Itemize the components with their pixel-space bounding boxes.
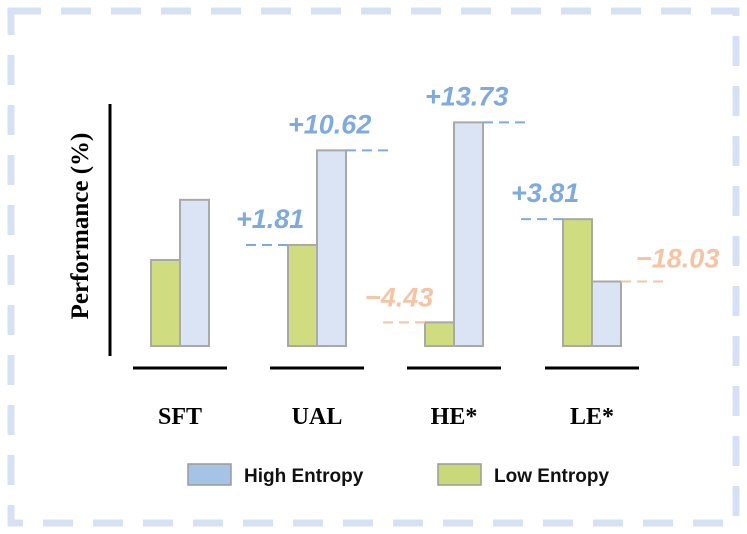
legend-swatch [437,463,482,486]
legend-swatch [187,463,232,486]
delta-annotation: +3.81 [511,178,579,208]
delta-annotation: −4.43 [365,282,433,312]
bar-high-entropy-le-star [591,280,622,347]
category-label: UAL [292,404,343,430]
bar-low-entropy-ual [287,243,318,347]
bar-low-entropy-he-star [424,321,455,348]
category-label: HE* [431,404,478,430]
delta-annotation: −18.03 [636,244,719,274]
bar-low-entropy-sft [150,259,181,347]
legend-label: Low Entropy [494,466,609,487]
y-axis-label: Performance (%) [67,133,94,320]
category-label: SFT [158,404,202,430]
bar-high-entropy-ual [316,149,347,347]
bar-low-entropy-le-star [562,218,593,347]
dashed-frame [7,7,740,527]
legend-label: High Entropy [244,466,364,487]
category-label: LE* [570,404,614,430]
bar-high-entropy-sft [179,198,210,347]
delta-annotation: +13.73 [425,81,508,111]
delta-annotation: +1.81 [236,204,304,234]
delta-annotation: +10.62 [288,109,371,139]
bar-high-entropy-he-star [453,121,484,348]
